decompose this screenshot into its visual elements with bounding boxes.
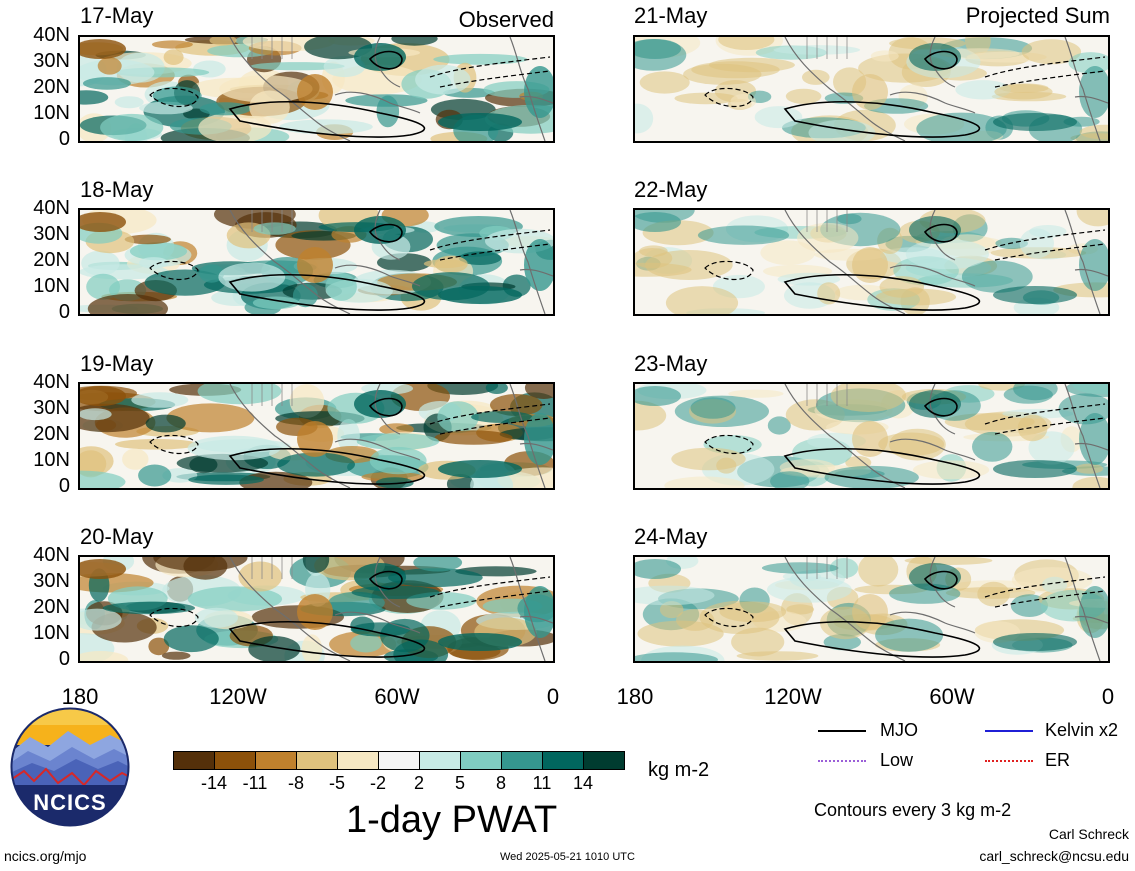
y-tick-label: 30N: [33, 50, 70, 72]
map-panel-projected-2: [633, 208, 1110, 316]
y-tick-label: 40N: [33, 24, 70, 46]
y-tick-label: 20N: [33, 249, 70, 271]
y-tick-label: 10N: [33, 622, 70, 644]
x-tick-label: 180: [61, 684, 99, 709]
colorbar-label: -5: [328, 773, 346, 793]
colorbar-label: 14: [572, 773, 594, 793]
y-tick-label: 40N: [33, 544, 70, 566]
x-tick-label: 60W: [374, 684, 420, 709]
panel-date-label: 18-May: [80, 177, 154, 202]
legend-mjo-label: MJO: [880, 720, 918, 740]
panel-date-label: 22-May: [634, 177, 708, 202]
colorbar-label: 5: [454, 773, 466, 793]
observed-label: Observed: [458, 7, 554, 32]
contours-note: Contours every 3 kg m-2: [814, 800, 1012, 820]
colorbar-label: -14: [200, 773, 228, 793]
map-panel-observed-2: [78, 208, 555, 316]
x-tick-label: 120W: [209, 684, 267, 709]
legend-mjo-line: [818, 730, 866, 732]
ncics-logo: NCICS: [10, 707, 130, 827]
legend-kelvin-label: Kelvin x2: [1045, 720, 1119, 740]
colorbar-swatch: [337, 751, 379, 770]
panel-date-label: 20-May: [80, 524, 154, 549]
colorbar-swatch: [214, 751, 256, 770]
y-tick-label: 0: [58, 475, 70, 497]
colorbar-label: -11: [242, 773, 268, 793]
y-tick-label: 10N: [33, 449, 70, 471]
x-tick-label: 0: [1101, 684, 1115, 709]
legend-low-line: [818, 760, 866, 762]
colorbar-swatch: [419, 751, 461, 770]
site-url[interactable]: ncics.org/mjo: [4, 848, 87, 864]
y-tick-label: 0: [58, 128, 70, 150]
y-tick-label: 0: [58, 301, 70, 323]
colorbar-swatch: [542, 751, 584, 770]
y-tick-label: 10N: [33, 275, 70, 297]
colorbar-swatch: [296, 751, 338, 770]
colorbar-label: 11: [532, 773, 552, 793]
projected-sum-label: Projected Sum: [965, 3, 1110, 28]
colorbar-title: 1-day PWAT: [346, 799, 558, 841]
colorbar-swatch: [460, 751, 502, 770]
legend-low-label: Low: [880, 750, 914, 770]
colorbar-units: kg m-2: [648, 759, 710, 781]
y-tick-label: 30N: [33, 223, 70, 245]
map-panel-observed-4: [78, 555, 555, 663]
panel-date-label: 19-May: [80, 351, 154, 376]
legend-er-line: [985, 760, 1033, 762]
colorbar-swatch: [583, 751, 625, 770]
y-tick-label: 30N: [33, 570, 70, 592]
panel-date-label: 21-May: [634, 3, 708, 28]
colorbar-label: 8: [495, 773, 507, 793]
map-panel-projected-1: [633, 35, 1110, 143]
timestamp: Wed 2025-05-21 1010 UTC: [500, 851, 635, 863]
colorbar-swatch: [501, 751, 543, 770]
legend-kelvin-line: [985, 730, 1033, 732]
logo-text: NCICS: [33, 790, 106, 815]
colorbar-label: -8: [287, 773, 305, 793]
y-tick-label: 40N: [33, 197, 70, 219]
panel-date-label: 24-May: [634, 524, 708, 549]
y-tick-label: 20N: [33, 423, 70, 445]
x-tick-label: 120W: [764, 684, 822, 709]
y-tick-label: 10N: [33, 102, 70, 124]
y-tick-label: 30N: [33, 397, 70, 419]
y-tick-label: 40N: [33, 371, 70, 393]
colorbar-swatch: [255, 751, 297, 770]
colorbar-label: -2: [369, 773, 387, 793]
panel-date-label: 23-May: [634, 351, 708, 376]
map-panel-observed-1: [78, 35, 555, 143]
x-tick-label: 180: [616, 684, 654, 709]
y-tick-label: 0: [58, 648, 70, 670]
x-tick-label: 60W: [929, 684, 975, 709]
colorbar-swatch: [378, 751, 420, 770]
map-panel-projected-4: [633, 555, 1110, 663]
x-tick-label: 0: [546, 684, 560, 709]
author-email[interactable]: carl_schreck@ncsu.edu: [979, 848, 1129, 864]
map-panel-projected-3: [633, 382, 1110, 490]
legend-er-label: ER: [1045, 750, 1071, 770]
y-tick-label: 20N: [33, 596, 70, 618]
panel-date-label: 17-May: [80, 3, 154, 28]
y-tick-label: 20N: [33, 76, 70, 98]
colorbar-swatch: [173, 751, 215, 770]
colorbar-label: 2: [413, 773, 425, 793]
map-panel-observed-3: [78, 382, 555, 490]
author-name: Carl Schreck: [1048, 826, 1129, 842]
